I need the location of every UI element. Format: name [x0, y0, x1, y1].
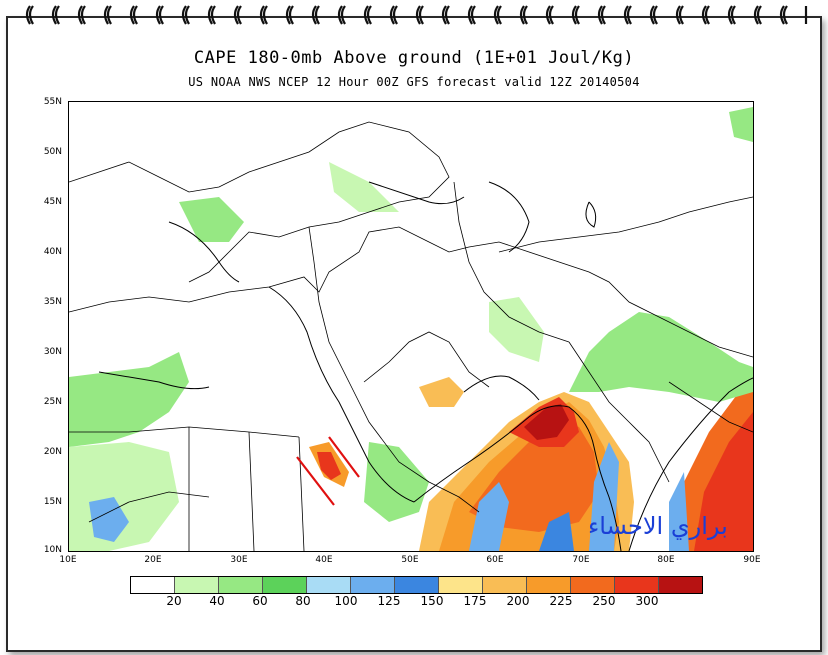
- legend-label: 225: [549, 594, 573, 608]
- lon-label: 30E: [230, 555, 248, 565]
- legend-swatch: [307, 577, 351, 593]
- lat-label: 45N: [43, 197, 62, 207]
- lat-label: 35N: [43, 297, 62, 307]
- legend-swatch: [395, 577, 439, 593]
- annotation-lines: [296, 436, 360, 506]
- legend-label: 250: [592, 594, 616, 608]
- lon-label: 60E: [486, 555, 504, 565]
- legend-swatch: [351, 577, 395, 593]
- legend-label: 150: [420, 594, 444, 608]
- map-title: CAPE 180-0mb Above ground (1E+01 Joul/Kg…: [193, 48, 635, 68]
- legend-swatch: [263, 577, 307, 593]
- coastlines: [98, 181, 753, 551]
- legend-label: 300: [635, 594, 659, 608]
- legend-label: 200: [506, 594, 530, 608]
- legend-label: 100: [334, 594, 358, 608]
- lat-label: 30N: [43, 347, 62, 357]
- lon-label: 10E: [59, 555, 77, 565]
- legend-swatch: [659, 577, 702, 593]
- lat-label: 25N: [43, 397, 62, 407]
- binder-rings: [25, 5, 808, 25]
- legend-label: 20: [166, 594, 182, 608]
- map-subtitle: US NOAA NWS NCEP 12 Hour 00Z GFS forecas…: [188, 75, 640, 89]
- lat-label: 55N: [43, 97, 62, 107]
- lon-label: 80E: [657, 555, 675, 565]
- lat-label: 50N: [43, 147, 62, 157]
- legend-label: 60: [252, 594, 268, 608]
- lat-label: 40N: [43, 247, 62, 257]
- country-borders: [69, 121, 753, 551]
- lon-label: 50E: [401, 555, 419, 565]
- legend-label: 175: [463, 594, 487, 608]
- legend-swatch: [219, 577, 263, 593]
- lon-label: 90E: [743, 555, 761, 565]
- cape-field: [69, 107, 753, 551]
- legend-swatch: [571, 577, 615, 593]
- legend-swatch: [439, 577, 483, 593]
- color-legend: [130, 576, 703, 594]
- map-canvas: [69, 107, 753, 551]
- lon-label: 20E: [144, 555, 162, 565]
- cape-map[interactable]: [68, 101, 754, 552]
- lat-label: 15N: [43, 497, 62, 507]
- legend-swatch: [483, 577, 527, 593]
- legend-label: 80: [295, 594, 311, 608]
- lon-label: 40E: [315, 555, 333, 565]
- lon-label: 70E: [572, 555, 590, 565]
- legend-label: 125: [377, 594, 401, 608]
- legend-label: 40: [209, 594, 225, 608]
- legend-swatch: [131, 577, 175, 593]
- legend-swatch: [527, 577, 571, 593]
- watermark-text: براري الاحساء: [588, 512, 728, 540]
- lat-label: 10N: [43, 545, 62, 555]
- legend-swatch: [175, 577, 219, 593]
- lat-label: 20N: [43, 447, 62, 457]
- legend-swatch: [615, 577, 659, 593]
